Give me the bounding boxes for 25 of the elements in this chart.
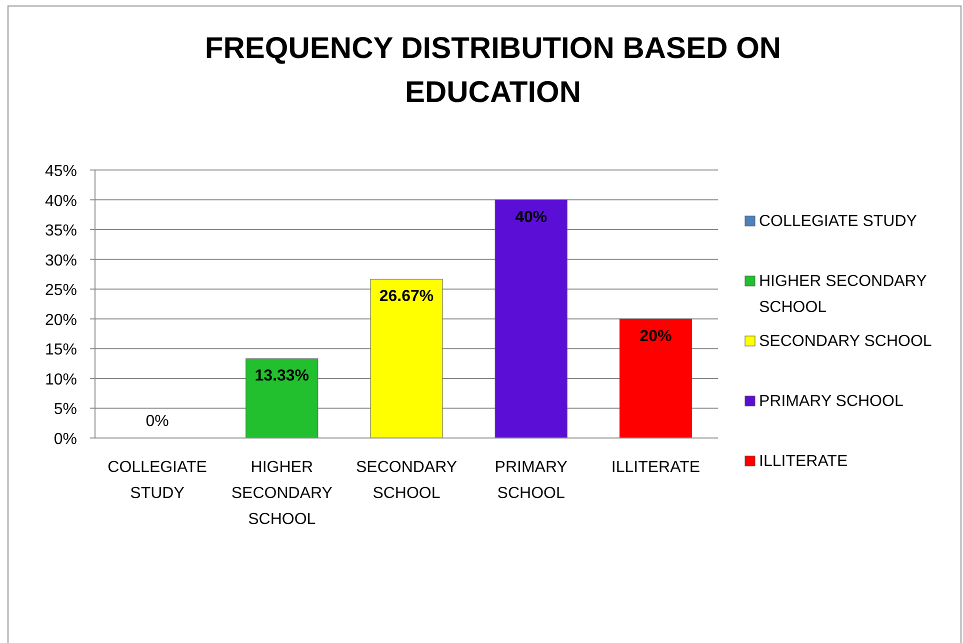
- data-label: 40%: [515, 208, 548, 226]
- legend-label: SECONDARY SCHOOL: [759, 333, 932, 350]
- x-tick-label: HIGHER SECONDARY SCHOOL: [231, 459, 333, 528]
- chart-title: FREQUENCY DISTRIBUTION BASED ON EDUCATION: [204, 32, 782, 109]
- y-tick-label: 0%: [54, 431, 77, 448]
- data-label: 26.67%: [379, 288, 434, 306]
- y-tick-label: 25%: [44, 282, 77, 300]
- y-tick-label: 20%: [44, 312, 77, 329]
- y-tick-label: 5%: [54, 401, 77, 418]
- legend-label: COLLEGIATE STUDY: [759, 213, 918, 230]
- y-tick-label: 40%: [44, 192, 77, 210]
- data-label: 13.33%: [254, 368, 310, 385]
- y-tick-label: 30%: [44, 252, 77, 270]
- y-tick-label: 10%: [44, 371, 77, 388]
- x-tick-label: COLLEGIATE STUDY: [108, 459, 207, 502]
- y-tick-label: 35%: [44, 222, 77, 240]
- legend-label: PRIMARY SCHOOL: [759, 393, 904, 410]
- y-tick-label: 15%: [44, 342, 77, 359]
- data-label: 0%: [146, 413, 169, 430]
- x-tick-label: PRIMARY SCHOOL: [494, 459, 568, 502]
- data-label: 20%: [640, 328, 672, 345]
- x-tick-label: SECONDARY SCHOOL: [356, 459, 458, 502]
- x-tick-label: ILLITERATE: [611, 459, 700, 476]
- y-tick-label: 45%: [44, 163, 77, 180]
- legend-label: HIGHER SECONDARY SCHOOL: [759, 273, 928, 316]
